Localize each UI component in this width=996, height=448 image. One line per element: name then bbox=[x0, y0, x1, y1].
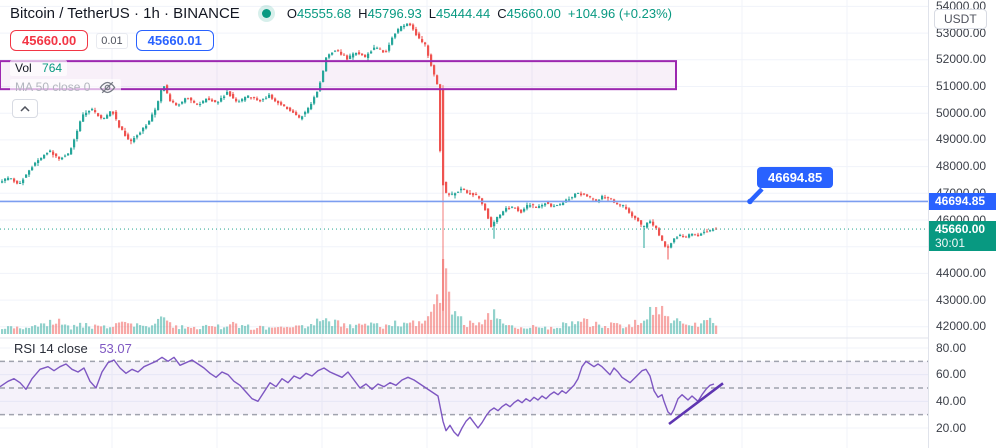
price-tick-label: 44000.00 bbox=[936, 265, 987, 280]
last-price-value: 45660.00 bbox=[935, 222, 986, 236]
volume-layer bbox=[1, 259, 718, 334]
change-value: +104.96 (+0.23%) bbox=[567, 6, 672, 21]
chevron-up-icon bbox=[20, 105, 30, 112]
symbol-title[interactable]: Bitcoin / TetherUS · 1h · BINANCE bbox=[10, 5, 240, 22]
drawn-rectangle-zone-border bbox=[0, 60, 677, 91]
low-value: 45444.44 bbox=[436, 6, 491, 21]
last-price-axis-tag: 45660.00 30:01 bbox=[929, 221, 996, 251]
spread-value: 0.01 bbox=[96, 32, 128, 49]
alert-anchor-dot bbox=[747, 198, 753, 205]
price-axis[interactable]: 54000.00 53000.00 52000.00 51000.00 50000.00… bbox=[928, 0, 996, 448]
rsi-label: RSI 14 close bbox=[14, 341, 88, 356]
alert-price-callout[interactable]: 46694.85 bbox=[757, 167, 834, 188]
rsi-trendline bbox=[668, 382, 724, 426]
rsi-tick-label: 60.00 bbox=[936, 367, 967, 382]
eye-off-icon[interactable] bbox=[99, 81, 116, 94]
collapse-legend-button[interactable] bbox=[12, 99, 38, 118]
close-value: 45660.00 bbox=[506, 6, 561, 21]
ma-label: MA 50 close 0 bbox=[15, 80, 91, 94]
high-value: 45796.93 bbox=[367, 6, 422, 21]
price-tick-label: 53000.00 bbox=[936, 25, 987, 40]
price-tick-label: 49000.00 bbox=[936, 132, 987, 147]
market-status-icon[interactable] bbox=[261, 9, 271, 18]
bid-ask-row: 45660.00 0.01 45660.01 bbox=[10, 30, 214, 51]
price-tick-label: 51000.00 bbox=[936, 79, 987, 93]
rsi-line bbox=[0, 356, 715, 437]
close-label: C bbox=[497, 6, 507, 21]
rsi-value: 53.07 bbox=[99, 341, 132, 356]
sell-button[interactable]: 45660.00 bbox=[10, 30, 89, 51]
ohlc-values: O 45555.68 H 45796.93 L 45444.44 C 45660.00 … bbox=[287, 6, 672, 21]
currency-unit-button[interactable]: USDT bbox=[934, 9, 987, 29]
price-tick-label: 52000.00 bbox=[936, 52, 987, 67]
ma-legend: MA 50 close 0 bbox=[10, 79, 122, 95]
volume-value: 764 bbox=[42, 61, 63, 75]
callout-tail bbox=[748, 187, 764, 204]
rsi-tick-label: 80.00 bbox=[936, 340, 967, 355]
chart-header: Bitcoin / TetherUS · 1h · BINANCE O 45555… bbox=[10, 5, 672, 22]
rsi-legend: RSI 14 close 53.07 bbox=[10, 341, 136, 356]
price-tick-label: 50000.00 bbox=[936, 105, 987, 120]
rsi-tick-label: 40.00 bbox=[936, 393, 967, 408]
price-tick-label: 42000.00 bbox=[936, 319, 987, 334]
price-tick-label: 43000.00 bbox=[936, 292, 987, 307]
high-label: H bbox=[358, 6, 368, 21]
open-value: 45555.68 bbox=[296, 6, 352, 21]
volume-legend: Vol 764 bbox=[10, 60, 68, 76]
volume-label: Vol bbox=[15, 61, 32, 75]
chart-canvas[interactable] bbox=[0, 0, 928, 448]
bar-countdown: 30:01 bbox=[935, 236, 966, 250]
alert-price-axis-tag: 46694.85 bbox=[929, 193, 996, 210]
buy-button[interactable]: 45660.01 bbox=[135, 30, 214, 51]
open-label: O bbox=[286, 6, 297, 21]
low-label: L bbox=[428, 6, 437, 21]
price-tick-label: 48000.00 bbox=[936, 159, 987, 174]
rsi-tick-label: 20.00 bbox=[936, 420, 967, 435]
